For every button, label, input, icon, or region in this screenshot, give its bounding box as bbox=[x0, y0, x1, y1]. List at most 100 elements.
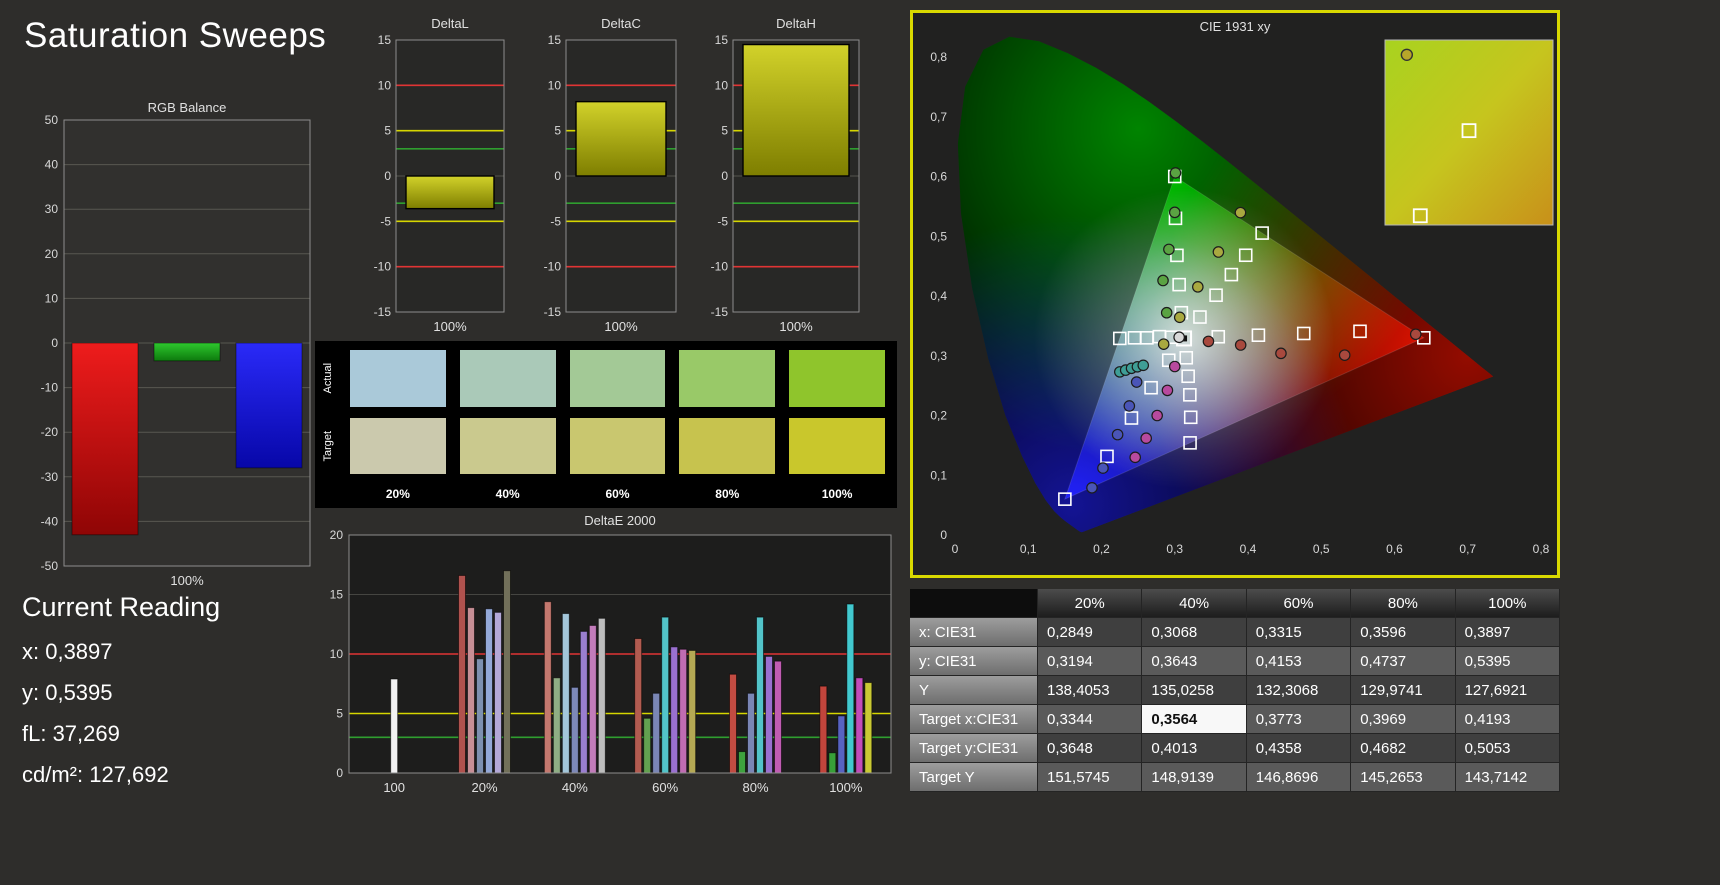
deltae-bar bbox=[458, 574, 466, 774]
swatch-actual-20% bbox=[350, 350, 446, 407]
table-cell[interactable]: 0,4153 bbox=[1246, 647, 1352, 676]
table-cell[interactable]: 0,5395 bbox=[1455, 647, 1560, 676]
tick-label: 0 bbox=[952, 542, 959, 556]
table-cell[interactable]: 0,4737 bbox=[1351, 647, 1456, 676]
swatch-actual-100% bbox=[789, 350, 885, 407]
rgb-bar-green bbox=[153, 342, 221, 362]
measured-point bbox=[1338, 349, 1351, 361]
deltae-bar bbox=[828, 752, 837, 774]
table-cell[interactable]: 0,5053 bbox=[1455, 734, 1560, 763]
deltae2000-svg: DeltaE 2000 20 15 10 5 0 100 20% 40% 60% 80% 100% bbox=[330, 513, 892, 795]
deltae-bar bbox=[747, 692, 755, 774]
table-col-header: 100% bbox=[1455, 589, 1560, 618]
table-cell[interactable]: 0,3564 bbox=[1142, 705, 1247, 734]
tick-label: 0,7 bbox=[1459, 542, 1476, 556]
table-corner bbox=[910, 589, 1038, 618]
chart-title: CIE 1931 xy bbox=[1200, 19, 1271, 34]
tick-label: 0 bbox=[336, 766, 343, 780]
deltae-bar bbox=[864, 682, 873, 774]
table-cell[interactable]: 135,0258 bbox=[1142, 676, 1247, 705]
table-cell[interactable]: 143,7142 bbox=[1455, 763, 1560, 792]
table-cell[interactable]: 138,4053 bbox=[1038, 676, 1143, 705]
table-cell[interactable]: 0,3773 bbox=[1246, 705, 1352, 734]
deltae-bar bbox=[855, 677, 864, 774]
table-cell[interactable]: 0,3596 bbox=[1351, 618, 1456, 647]
tick-label: 0,3 bbox=[1166, 542, 1183, 556]
deltae-bar bbox=[729, 673, 737, 774]
plot-border bbox=[395, 39, 505, 313]
swatch-col-label: 100% bbox=[821, 487, 853, 501]
reading-y: y: 0,5395 bbox=[22, 680, 113, 705]
plot-border bbox=[565, 39, 677, 313]
table-cell[interactable]: 151,5745 bbox=[1038, 763, 1143, 792]
tick-label: -10 bbox=[544, 260, 562, 274]
deltaC-bar bbox=[575, 100, 667, 177]
deltae-bar bbox=[652, 692, 661, 774]
deltae-bar bbox=[485, 608, 493, 774]
tick-label: 0 bbox=[554, 169, 561, 183]
table-cell[interactable]: 0,4682 bbox=[1351, 734, 1456, 763]
measured-point bbox=[1192, 281, 1204, 293]
table-cell[interactable]: 0,4013 bbox=[1142, 734, 1247, 763]
target-marker bbox=[1238, 248, 1253, 263]
tick-label: 0,1 bbox=[930, 468, 947, 482]
deltae-bar bbox=[543, 601, 552, 774]
outside-gamut-dim bbox=[957, 36, 1494, 533]
current-reading: Current Reading x: 0,3897 y: 0,5395 fL: … bbox=[22, 592, 220, 803]
measured-point bbox=[1168, 360, 1181, 373]
rgb-balance-chart: RGB Balance 50 40 30 20 10 0 -10 -20 -30 -40 -50 100… bbox=[26, 98, 318, 599]
target-marker bbox=[1353, 324, 1367, 339]
table-cell[interactable]: 129,9741 bbox=[1351, 676, 1456, 705]
group-label: 100 bbox=[383, 780, 405, 795]
table-cell[interactable]: 0,2849 bbox=[1038, 618, 1143, 647]
measured-point bbox=[1173, 331, 1185, 344]
swatch-target-40% bbox=[459, 417, 556, 474]
measured-point bbox=[1168, 206, 1181, 219]
table-cell[interactable]: 0,3969 bbox=[1351, 705, 1456, 734]
tick-label: -10 bbox=[374, 260, 392, 274]
deltaL-svg: DeltaL 15 10 5 0 -5 -10 -15 100% bbox=[374, 16, 505, 334]
tick-label: 5 bbox=[554, 124, 561, 138]
deltaL-bar bbox=[405, 175, 495, 210]
table-cell[interactable]: 145,2653 bbox=[1351, 763, 1456, 792]
target-marker bbox=[1296, 326, 1311, 341]
tick-label: 0 bbox=[721, 169, 728, 183]
table-cell[interactable]: 0,3648 bbox=[1038, 734, 1143, 763]
table-cell[interactable]: 0,3344 bbox=[1038, 705, 1143, 734]
measured-point bbox=[1123, 400, 1136, 412]
table-cell[interactable]: 0,4358 bbox=[1246, 734, 1352, 763]
table-cell[interactable]: 127,6921 bbox=[1455, 676, 1560, 705]
table-cell[interactable]: 0,3194 bbox=[1038, 647, 1143, 676]
measured-point bbox=[1151, 409, 1163, 422]
deltaC-svg: DeltaC 15 10 5 0 -5 -10 -15 100% bbox=[544, 16, 677, 334]
table-cell[interactable]: 0,3897 bbox=[1455, 618, 1560, 647]
table-row-label: y: CIE31 bbox=[910, 647, 1038, 676]
inset-target-marker bbox=[1412, 208, 1428, 224]
x-axis-label: 100% bbox=[433, 319, 467, 334]
table-cell[interactable]: 148,9139 bbox=[1142, 763, 1247, 792]
target-marker bbox=[1161, 353, 1176, 368]
table-row-label: Target x:CIE31 bbox=[910, 705, 1038, 734]
gamut-triangle bbox=[1064, 175, 1425, 501]
tick-label: 0 bbox=[51, 336, 58, 350]
target-marker bbox=[1179, 350, 1194, 365]
table-cell[interactable]: 132,3068 bbox=[1246, 676, 1352, 705]
table-col-header: 20% bbox=[1038, 589, 1143, 618]
tick-label: 30 bbox=[45, 202, 59, 216]
table-cell[interactable]: 146,8696 bbox=[1246, 763, 1352, 792]
table-cell[interactable]: 0,3643 bbox=[1142, 647, 1247, 676]
table-cell[interactable]: 0,3068 bbox=[1142, 618, 1247, 647]
zoom-inset bbox=[1384, 39, 1554, 226]
swatch-target-20% bbox=[350, 417, 446, 474]
deltae-bar bbox=[765, 655, 773, 774]
table-cell[interactable]: 0,4193 bbox=[1455, 705, 1560, 734]
tick-label: -5 bbox=[380, 214, 391, 228]
tick-label: 5 bbox=[336, 707, 343, 721]
measured-point bbox=[1234, 206, 1247, 219]
table-cell[interactable]: 0,3315 bbox=[1246, 618, 1352, 647]
target-marker bbox=[1224, 267, 1239, 282]
reading-fl: fL: 37,269 bbox=[22, 721, 120, 746]
deltae-bar bbox=[643, 717, 652, 774]
deltae-bar bbox=[552, 677, 561, 774]
table-row-label: Target y:CIE31 bbox=[910, 734, 1038, 763]
